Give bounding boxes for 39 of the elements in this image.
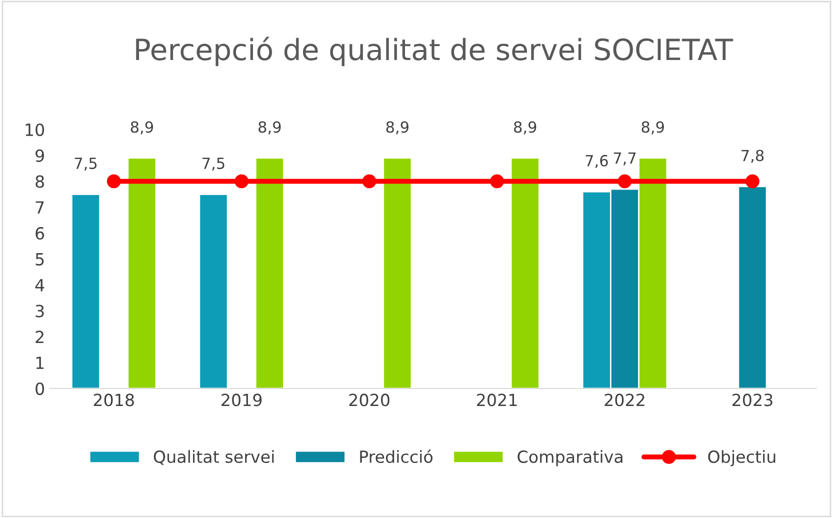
x-tick-label: 2021 (477, 394, 517, 406)
y-tick-label: 5 (36, 253, 44, 266)
x-tick-label: 2019 (222, 394, 262, 406)
bar (127, 157, 157, 388)
data-label: 7,7 (614, 152, 636, 166)
y-tick-label: 10 (26, 123, 44, 136)
y-tick-label: 8 (36, 175, 44, 188)
data-label: 7,5 (202, 158, 224, 171)
y-tick-label: 4 (35, 279, 44, 292)
bar (254, 157, 284, 388)
legend-label: Objectiu (708, 450, 776, 466)
data-label: 7,5 (74, 158, 97, 171)
bar (71, 194, 100, 388)
y-tick-label: 2 (36, 330, 44, 344)
bar (382, 157, 412, 388)
y-tick-label: 3 (36, 304, 44, 318)
x-tick-label: 2020 (349, 394, 390, 406)
y-tick-label: 0 (36, 382, 44, 396)
bar (510, 157, 540, 388)
legend-label: Comparativa (518, 450, 622, 466)
data-label: 8,9 (130, 121, 154, 134)
data-label: 8,9 (514, 121, 536, 134)
x-tick-label: 2022 (604, 394, 644, 406)
y-tick-label: 6 (36, 227, 44, 240)
data-label: 7,8 (742, 150, 764, 163)
data-label: 7,6 (586, 154, 608, 168)
data-label: 8,9 (258, 121, 281, 134)
data-label: 8,9 (642, 121, 664, 134)
legend-label: Qualitat servei (154, 450, 274, 465)
x-tick-label: 2018 (94, 394, 134, 406)
legend-label: Predicció (360, 449, 432, 464)
y-tick-label: 1 (36, 356, 44, 369)
chart-title: Percepció de qualitat de servei SOCIETAT (136, 36, 734, 66)
y-tick-label: 7 (36, 201, 44, 214)
x-tick-label: 2023 (732, 394, 772, 406)
data-label: 8,9 (386, 121, 408, 134)
y-tick-label: 9 (36, 149, 44, 162)
bar (198, 194, 228, 388)
bar (738, 186, 768, 388)
